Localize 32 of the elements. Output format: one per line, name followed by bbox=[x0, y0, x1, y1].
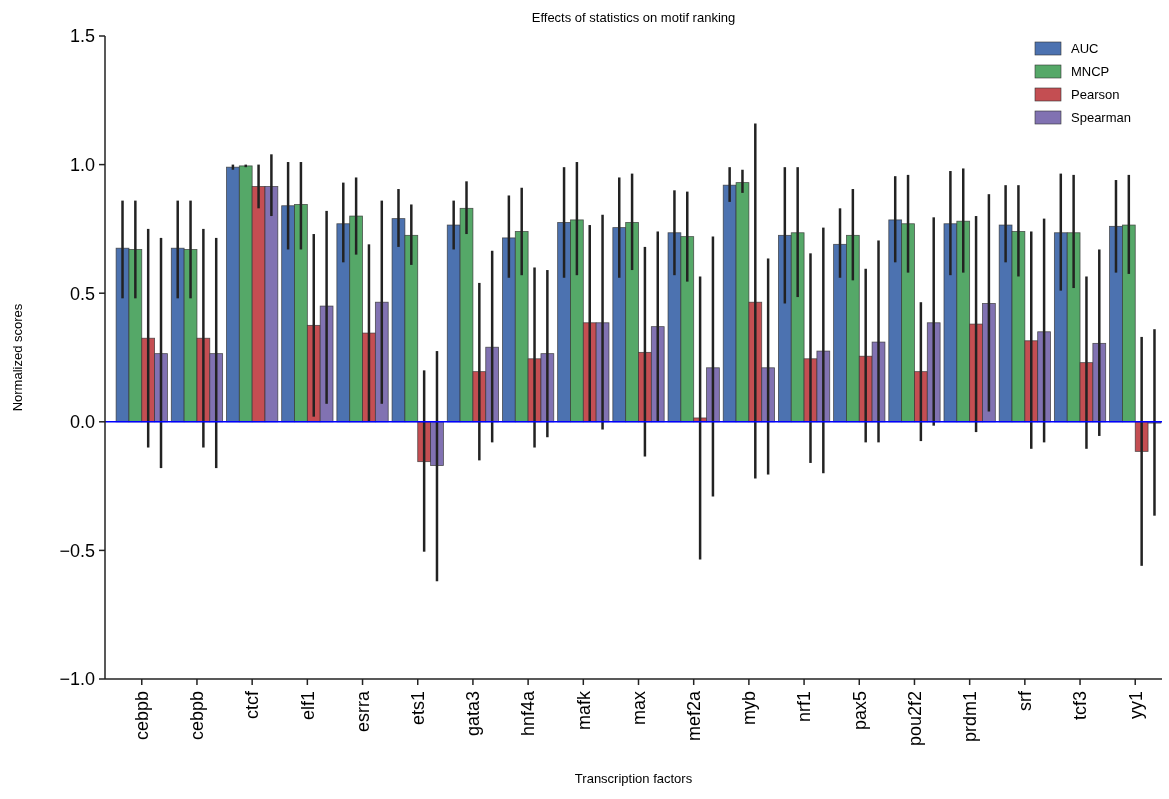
x-tick-label: myb bbox=[739, 691, 760, 726]
x-tick-label: cebpb bbox=[187, 691, 208, 741]
x-tick-label: prdm1 bbox=[959, 691, 980, 743]
y-tick-label: −1.0 bbox=[59, 669, 95, 690]
x-tick-label: ets1 bbox=[408, 691, 429, 726]
y-tick-label: 0.0 bbox=[69, 412, 95, 433]
legend-label: AUC bbox=[1071, 40, 1099, 56]
legend-label: MNCP bbox=[1071, 63, 1110, 79]
y-tick-label: −0.5 bbox=[59, 540, 95, 561]
y-tick-label: 0.5 bbox=[69, 283, 95, 304]
x-tick-label: elf1 bbox=[297, 691, 318, 721]
x-tick-label: max bbox=[628, 691, 649, 726]
x-tick-label: pax5 bbox=[849, 691, 870, 731]
x-tick-label: esrra bbox=[352, 690, 373, 733]
legend-label: Spearman bbox=[1071, 109, 1131, 125]
x-tick-label: nrf1 bbox=[794, 691, 815, 723]
chart-title: Effects of statistics on motif ranking bbox=[531, 10, 736, 25]
x-tick-label: mafk bbox=[573, 690, 594, 731]
x-axis-title: Transcription factors bbox=[574, 771, 693, 786]
y-tick-label: 1.5 bbox=[69, 26, 95, 47]
x-tick-label: pou2f2 bbox=[904, 691, 925, 747]
x-tick-label: gata3 bbox=[463, 691, 484, 737]
x-tick-label: ctcf bbox=[242, 690, 263, 720]
y-axis-title: Normalized scores bbox=[10, 303, 25, 412]
x-tick-label: hnf4a bbox=[518, 690, 539, 737]
x-tick-label: yy1 bbox=[1125, 691, 1146, 720]
y-tick-label: 1.0 bbox=[69, 154, 95, 175]
x-tick-label: mef2a bbox=[683, 690, 704, 742]
x-tick-label: srf bbox=[1015, 690, 1036, 711]
x-tick-label: cebpb bbox=[132, 691, 153, 741]
legend-label: Pearson bbox=[1071, 86, 1120, 102]
x-tick-label: tcf3 bbox=[1070, 691, 1091, 721]
